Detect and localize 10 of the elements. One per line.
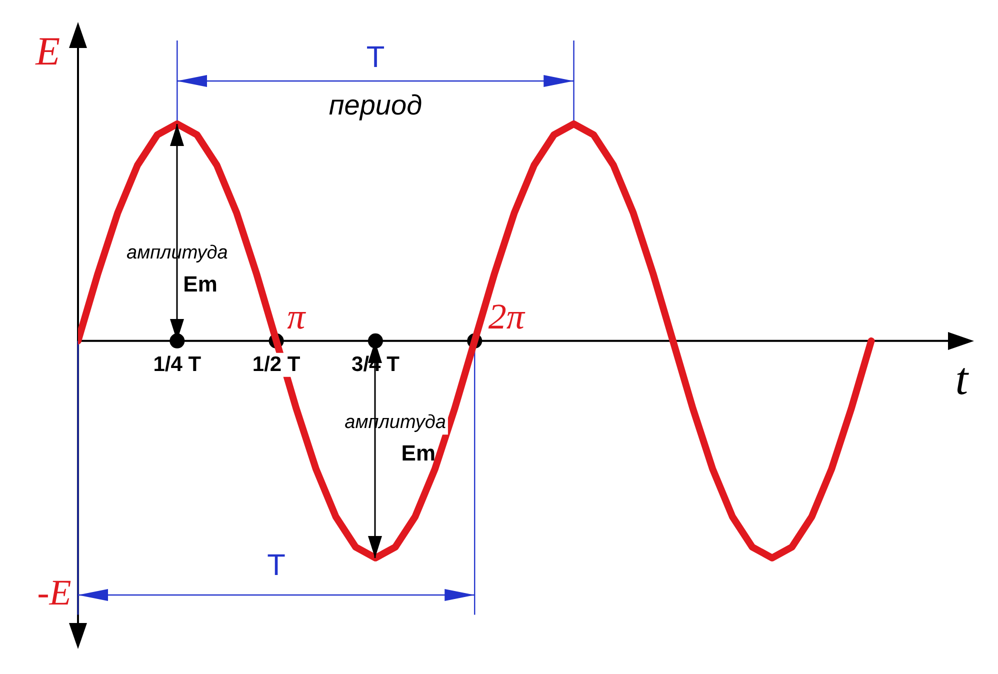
text: период — [328, 89, 422, 120]
text: T — [366, 41, 385, 74]
annotation: π — [287, 296, 306, 337]
annotation: 2π — [488, 296, 526, 337]
y-axis-title: E — [34, 28, 60, 74]
x-tick-label: 1/4 T — [153, 353, 202, 376]
x-tick-label: 1/2 T — [252, 353, 300, 376]
text: -E — [37, 572, 72, 612]
x-axis-title: t — [955, 353, 970, 404]
annotation: T — [267, 548, 286, 582]
